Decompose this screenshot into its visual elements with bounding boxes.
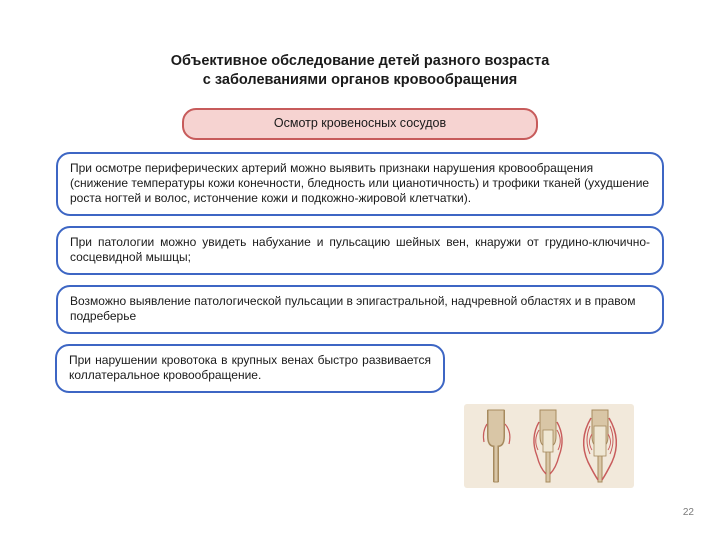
info-box-2-text: При патологии можно увидеть набухание и … [70, 235, 650, 264]
info-box-3-text: Возможно выявление патологической пульса… [70, 294, 635, 323]
slide-title: Объективное обследование детей разного в… [80, 52, 640, 90]
info-box-1: При осмотре периферических артерий можно… [56, 152, 664, 216]
page-number: 22 [683, 507, 694, 518]
info-box-3: Возможно выявление патологической пульса… [56, 285, 664, 334]
info-box-4: При нарушении кровотока в крупных венах … [55, 344, 445, 393]
info-box-2: При патологии можно увидеть набухание и … [56, 226, 664, 275]
section-header-pill: Осмотр кровеносных сосудов [182, 108, 538, 140]
collateral-veins-illustration [464, 404, 634, 488]
section-header-text: Осмотр кровеносных сосудов [274, 116, 446, 130]
info-box-4-text: При нарушении кровотока в крупных венах … [69, 353, 431, 382]
slide-container: Объективное обследование детей разного в… [0, 0, 720, 540]
title-line-1: Объективное обследование детей разного в… [171, 53, 550, 69]
info-box-1-text: При осмотре периферических артерий можно… [70, 161, 649, 205]
title-line-2: с заболеваниями органов кровообращения [203, 72, 517, 88]
